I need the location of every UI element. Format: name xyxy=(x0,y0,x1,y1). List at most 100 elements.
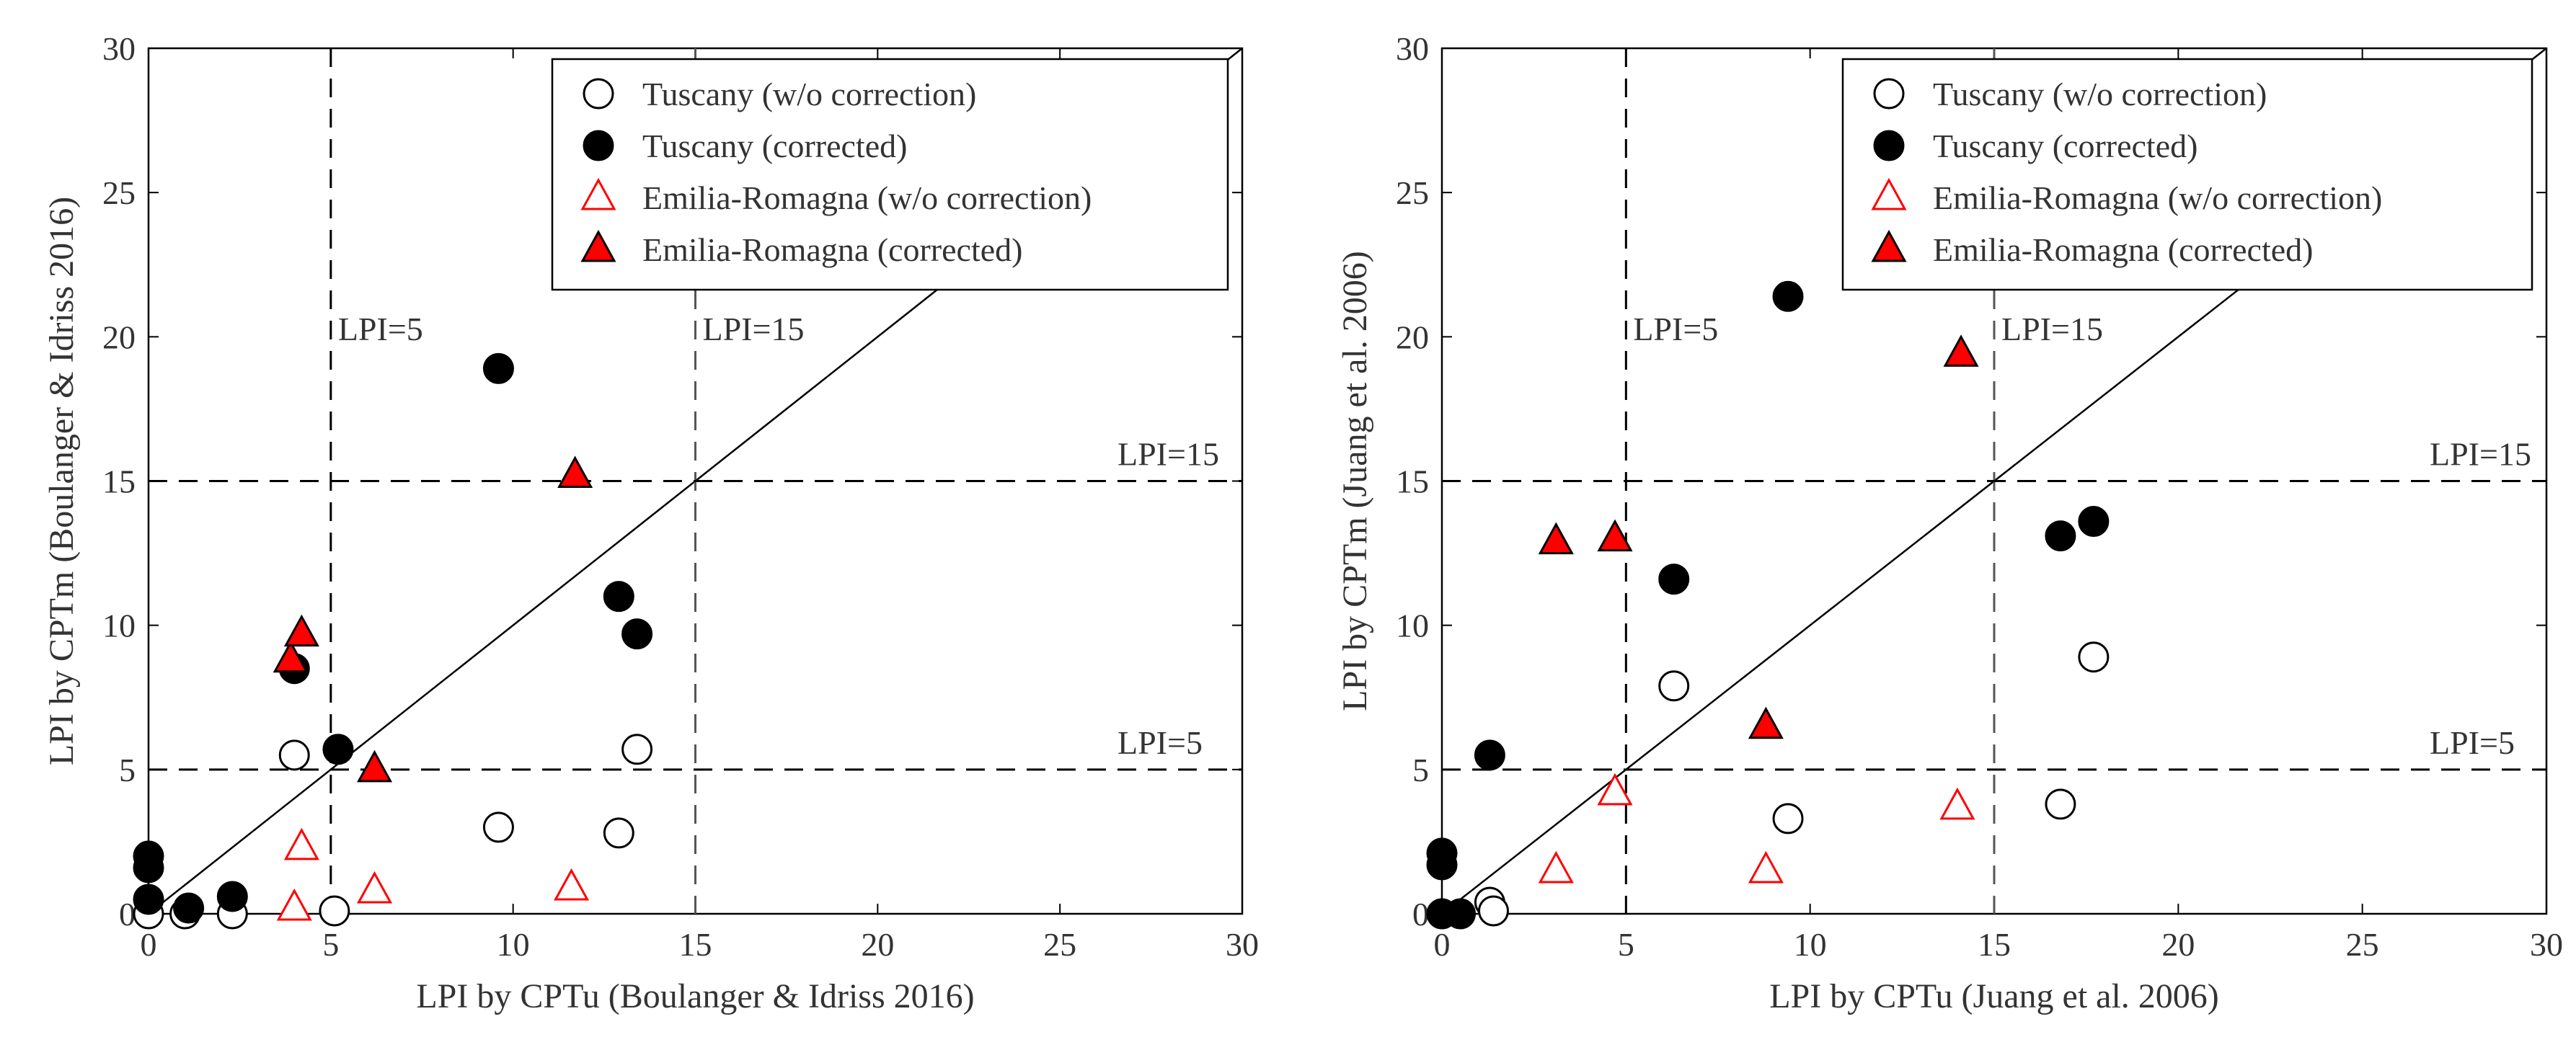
data-point xyxy=(2045,520,2076,552)
legend-entry: Emilia-Romagna (corrected) xyxy=(642,231,1022,268)
data-point xyxy=(322,734,354,765)
data-point xyxy=(1597,773,1633,806)
x-axis-label: LPI by CPTu (Juang et al. 2006) xyxy=(1769,977,2219,1015)
legend-entry: Emilia-Romagna (w/o correction) xyxy=(1933,179,2382,216)
legend-entry: Tuscany (w/o correction) xyxy=(1933,76,2267,112)
legend-box xyxy=(551,58,1229,291)
data-point xyxy=(1943,334,1979,367)
data-point xyxy=(2078,641,2110,673)
data-point xyxy=(603,581,634,613)
y-tick-label: 0 xyxy=(119,896,136,933)
y-axis-label: LPI by CPTm (Boulanger & Idriss 2016) xyxy=(43,197,81,765)
data-point xyxy=(1445,898,1477,930)
legend-marker xyxy=(580,229,616,262)
data-point xyxy=(1538,850,1574,884)
data-point xyxy=(1658,564,1690,595)
x-tick-label: 10 xyxy=(1794,926,1827,963)
y-tick-label: 30 xyxy=(1396,30,1429,67)
data-point xyxy=(283,614,319,647)
series-tuscany-corrected xyxy=(133,352,653,924)
series-emilia-romagna-w-o-correction xyxy=(1538,773,1975,884)
x-axis-label: LPI by CPTu (Boulanger & Idriss 2016) xyxy=(416,977,974,1015)
data-point xyxy=(319,895,350,927)
data-point xyxy=(603,817,634,849)
data-point xyxy=(276,888,312,921)
series-tuscany-corrected xyxy=(1426,280,2110,930)
y-tick-label: 25 xyxy=(102,174,136,211)
x-tick-label: 0 xyxy=(141,926,157,963)
y-axis-label: LPI by CPTm (Juang et al. 2006) xyxy=(1336,251,1374,711)
x-tick-label: 25 xyxy=(2346,926,2379,963)
y-tick-label: 5 xyxy=(119,752,136,788)
data-point xyxy=(554,868,590,901)
y-tick-label: 0 xyxy=(1412,896,1429,933)
data-point xyxy=(557,455,593,488)
x-tick-label: 5 xyxy=(1618,926,1634,963)
data-point xyxy=(133,852,164,884)
x-tick-label: 20 xyxy=(2161,926,2195,963)
data-point xyxy=(1597,519,1633,552)
data-point xyxy=(1426,849,1458,881)
legend-marker xyxy=(580,177,616,210)
data-point xyxy=(621,734,653,765)
threshold-label: LPI=15 xyxy=(703,311,805,347)
data-point xyxy=(1939,787,1975,820)
legend-marker xyxy=(583,78,614,110)
legend-entry: Tuscany (w/o correction) xyxy=(642,76,976,112)
threshold-label: LPI=15 xyxy=(2001,311,2103,347)
legend-box xyxy=(1841,58,2533,291)
data-point xyxy=(1658,670,1690,702)
x-tick-label: 5 xyxy=(322,926,339,963)
x-tick-label: 25 xyxy=(1043,926,1076,963)
x-tick-label: 30 xyxy=(2530,926,2563,963)
legend-marker xyxy=(1871,229,1907,262)
legend: Tuscany (w/o correction) Tuscany (correct… xyxy=(1841,58,2533,291)
y-tick-label: 20 xyxy=(102,319,136,355)
data-point xyxy=(216,881,248,912)
y-tick-label: 25 xyxy=(1396,174,1429,211)
legend-marker xyxy=(1871,177,1907,210)
legend-entry: Tuscany (corrected) xyxy=(1933,128,2197,164)
data-point xyxy=(1772,803,1804,835)
legend-marker xyxy=(1873,78,1905,110)
threshold-label: LPI=15 xyxy=(1117,436,1219,473)
data-point xyxy=(1477,895,1509,927)
legend-entry: Tuscany (corrected) xyxy=(642,128,907,164)
y-tick-label: 15 xyxy=(102,463,136,500)
data-point xyxy=(482,352,514,384)
y-tick-label: 10 xyxy=(102,608,136,644)
data-point xyxy=(278,739,310,771)
y-tick-label: 20 xyxy=(1396,319,1429,355)
data-point xyxy=(1748,850,1784,884)
series-emilia-romagna-corrected xyxy=(1538,334,1979,739)
y-tick-label: 5 xyxy=(1412,752,1429,788)
legend-entry: Emilia-Romagna (corrected) xyxy=(1933,231,2313,268)
data-point xyxy=(1748,706,1784,739)
threshold-label: LPI=5 xyxy=(1633,311,1718,347)
series-tuscany-w-o-correction xyxy=(1426,641,2110,930)
data-point xyxy=(273,640,309,673)
data-point xyxy=(356,871,393,904)
data-point xyxy=(133,884,164,915)
x-tick-label: 10 xyxy=(497,926,530,963)
data-point xyxy=(1772,280,1804,312)
chart-1: 0 5 10 15 20 25 30 0 5 10 15 20 25 30 LPI by CPTu (Bou… xyxy=(43,30,1259,1015)
legend-marker xyxy=(1873,130,1905,161)
data-point xyxy=(1474,739,1505,771)
threshold-label: LPI=15 xyxy=(2430,436,2531,473)
data-point xyxy=(482,811,514,843)
data-point xyxy=(2045,788,2076,820)
threshold-label: LPI=5 xyxy=(2430,724,2515,761)
data-point xyxy=(356,749,393,783)
data-point xyxy=(283,827,319,860)
series-emilia-romagna-w-o-correction xyxy=(276,827,590,921)
x-tick-label: 15 xyxy=(1978,926,2011,963)
y-tick-label: 30 xyxy=(102,30,136,67)
x-tick-label: 0 xyxy=(1434,926,1451,963)
y-tick-label: 10 xyxy=(1396,608,1429,644)
data-point xyxy=(2078,506,2110,538)
x-tick-label: 20 xyxy=(861,926,894,963)
x-tick-label: 15 xyxy=(679,926,712,963)
threshold-label: LPI=5 xyxy=(338,311,423,347)
